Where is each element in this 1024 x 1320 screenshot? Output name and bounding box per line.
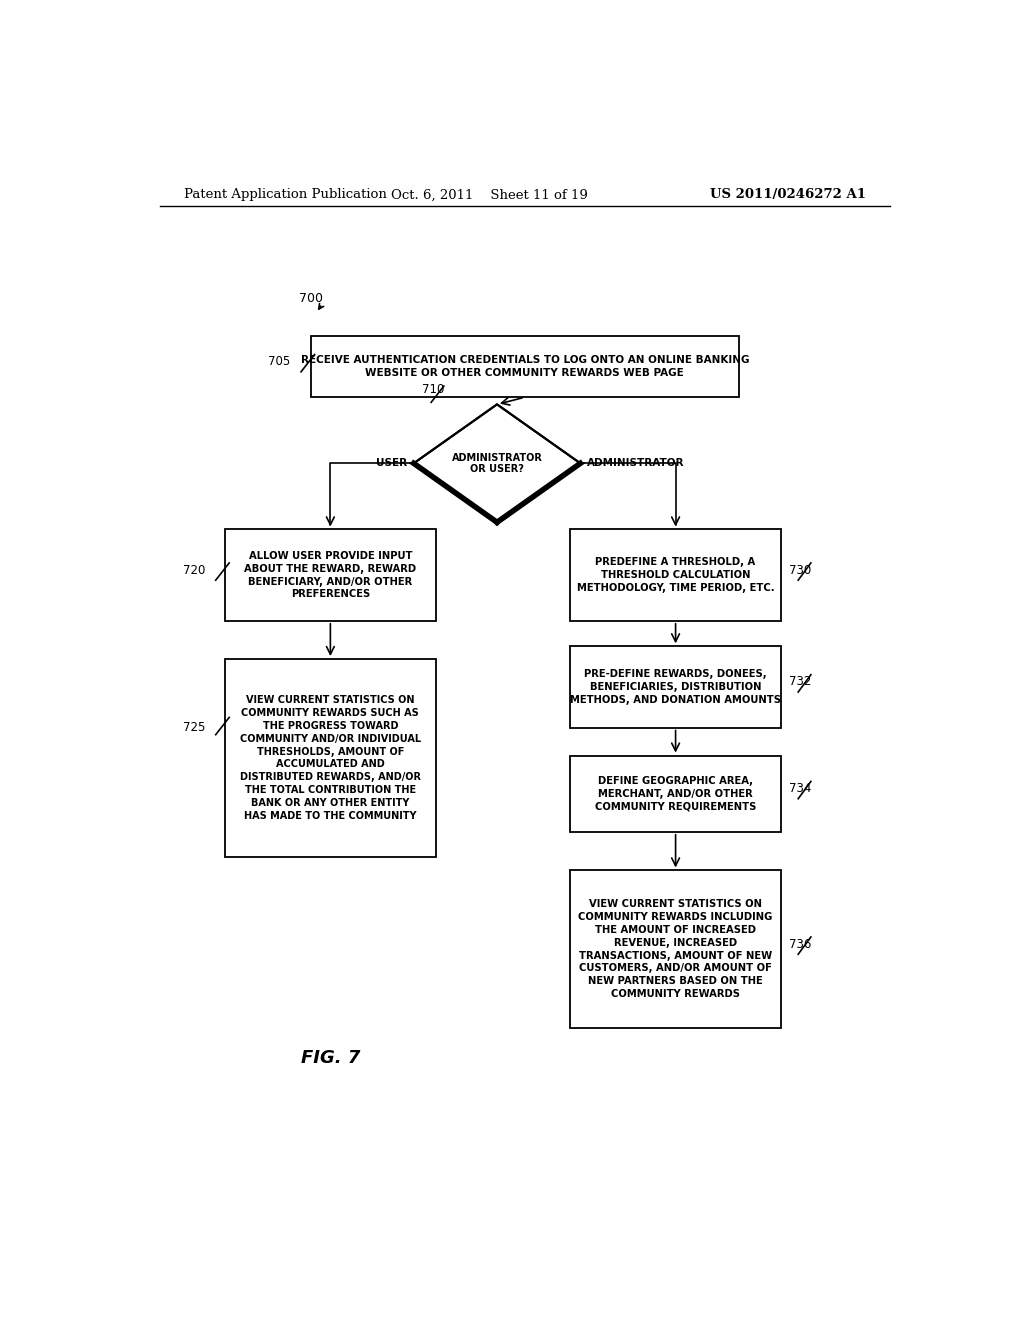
Text: 732: 732 — [788, 676, 811, 688]
Text: VIEW CURRENT STATISTICS ON
COMMUNITY REWARDS SUCH AS
THE PROGRESS TOWARD
COMMUNI: VIEW CURRENT STATISTICS ON COMMUNITY REW… — [240, 696, 421, 821]
FancyBboxPatch shape — [225, 659, 435, 857]
FancyBboxPatch shape — [570, 755, 780, 832]
Text: DEFINE GEOGRAPHIC AREA,
MERCHANT, AND/OR OTHER
COMMUNITY REQUIREMENTS: DEFINE GEOGRAPHIC AREA, MERCHANT, AND/OR… — [595, 776, 757, 812]
Text: Patent Application Publication: Patent Application Publication — [183, 189, 386, 202]
Text: 710: 710 — [422, 383, 444, 396]
Text: US 2011/0246272 A1: US 2011/0246272 A1 — [710, 189, 866, 202]
FancyBboxPatch shape — [310, 337, 739, 397]
FancyBboxPatch shape — [225, 529, 435, 620]
Text: FIG. 7: FIG. 7 — [301, 1049, 360, 1067]
Text: ALLOW USER PROVIDE INPUT
ABOUT THE REWARD, REWARD
BENEFICIARY, AND/OR OTHER
PREF: ALLOW USER PROVIDE INPUT ABOUT THE REWAR… — [245, 550, 417, 599]
Text: ADMINISTRATOR: ADMINISTRATOR — [587, 458, 684, 469]
Text: 700: 700 — [299, 292, 323, 305]
Text: 736: 736 — [788, 937, 811, 950]
Text: 725: 725 — [183, 721, 206, 734]
Text: USER: USER — [376, 458, 408, 469]
Text: 734: 734 — [788, 781, 811, 795]
Text: VIEW CURRENT STATISTICS ON
COMMUNITY REWARDS INCLUDING
THE AMOUNT OF INCREASED
R: VIEW CURRENT STATISTICS ON COMMUNITY REW… — [579, 899, 773, 999]
FancyBboxPatch shape — [570, 870, 780, 1028]
Text: PRE-DEFINE REWARDS, DONEES,
BENEFICIARIES, DISTRIBUTION
METHODS, AND DONATION AM: PRE-DEFINE REWARDS, DONEES, BENEFICIARIE… — [570, 669, 781, 705]
FancyBboxPatch shape — [570, 647, 780, 727]
Text: Oct. 6, 2011    Sheet 11 of 19: Oct. 6, 2011 Sheet 11 of 19 — [390, 189, 588, 202]
Text: PREDEFINE A THRESHOLD, A
THRESHOLD CALCULATION
METHODOLOGY, TIME PERIOD, ETC.: PREDEFINE A THRESHOLD, A THRESHOLD CALCU… — [577, 557, 774, 593]
FancyBboxPatch shape — [570, 529, 780, 620]
Polygon shape — [414, 404, 581, 523]
Text: 730: 730 — [788, 564, 811, 577]
Text: 720: 720 — [183, 564, 206, 577]
Text: ADMINISTRATOR
OR USER?: ADMINISTRATOR OR USER? — [452, 453, 543, 474]
Text: 705: 705 — [268, 355, 291, 368]
Text: RECEIVE AUTHENTICATION CREDENTIALS TO LOG ONTO AN ONLINE BANKING
WEBSITE OR OTHE: RECEIVE AUTHENTICATION CREDENTIALS TO LO… — [301, 355, 749, 378]
